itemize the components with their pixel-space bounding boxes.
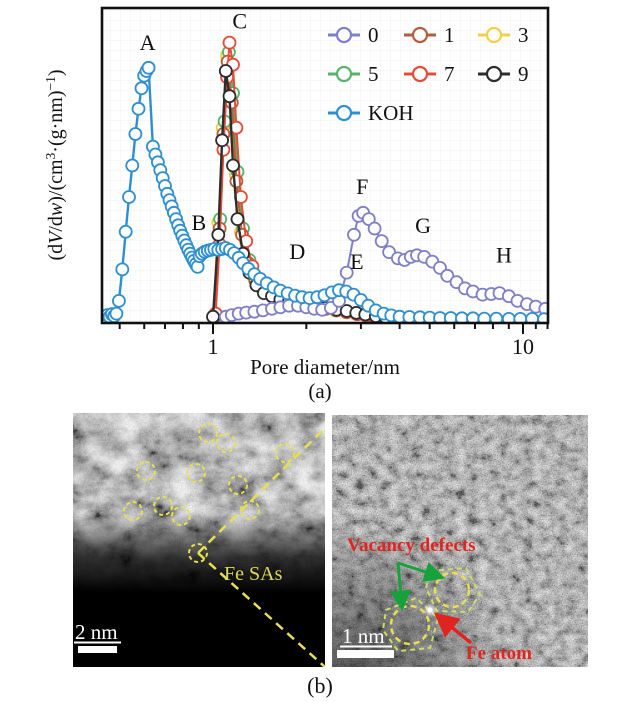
scale-bar-right <box>337 650 394 658</box>
fe-single-atom-circle <box>240 500 260 520</box>
legend: 0 1 3 5 7 9 KOH <box>328 23 529 125</box>
series-group <box>102 35 548 323</box>
x-tick-label: 1 <box>208 334 219 359</box>
scale-bar-text-right: 1 nm <box>342 624 385 648</box>
fe-single-atom-circle <box>228 475 248 495</box>
fe-single-atom-circle <box>123 501 143 521</box>
vacancy-defect-circle <box>389 604 431 646</box>
scale-bar-left <box>78 646 117 653</box>
fe-single-atom-circle <box>275 443 295 463</box>
scale-bar-text-left: 2 nm <box>75 620 118 644</box>
fe-atom-bright-spot-core <box>427 607 433 613</box>
tem-right-image: Vacancy defects Fe atom 1 nm <box>332 415 588 667</box>
vacancy-defect-circle <box>433 571 471 609</box>
peak-label-A: A <box>140 30 156 55</box>
fe-single-atom-circle <box>188 543 208 563</box>
legend-item-3: 3 <box>478 23 529 47</box>
pore-size-distribution-chart: 1 10 0 1 3 5 7 9 KOH A B C D E F G H Pore diameter/nm (dV/… <box>43 6 550 379</box>
defect-region-outline <box>381 596 440 653</box>
panel-b-caption: (b) <box>307 673 333 698</box>
legend-item-0: 0 <box>328 23 379 47</box>
vacancy-arrow <box>390 562 411 612</box>
magnification-dashed-line <box>197 552 325 667</box>
fe-sa-annotations: Fe SAs 2 nm <box>74 423 325 667</box>
peak-label-G: G <box>415 213 431 238</box>
legend-label-0: 0 <box>368 23 379 47</box>
legend-label-KOH: KOH <box>368 101 414 125</box>
peak-label-D: D <box>289 239 305 264</box>
legend-label-3: 3 <box>518 23 529 47</box>
legend-label-9: 9 <box>518 62 529 86</box>
legend-item-7: 7 <box>404 62 455 86</box>
fe-atom-arrow <box>433 612 473 645</box>
series-0 <box>218 205 548 323</box>
legend-item-1: 1 <box>404 23 455 47</box>
legend-label-7: 7 <box>444 62 455 86</box>
panel-a-caption: (a) <box>308 379 332 403</box>
legend-label-5: 5 <box>368 62 379 86</box>
x-axis-title: Pore diameter/nm <box>250 355 400 379</box>
legend-label-1: 1 <box>444 23 455 47</box>
peak-label-C: C <box>232 8 247 33</box>
fe-single-atom-circle <box>171 506 191 526</box>
tem-left-image: Fe SAs 2 nm <box>73 413 325 667</box>
x-axis-ticks <box>118 323 549 334</box>
tem-left-vacuum-region <box>73 413 325 667</box>
vacancy-arrow <box>397 561 446 582</box>
fe-single-atom-circle <box>216 433 236 453</box>
fe-single-atom-circle <box>136 461 156 481</box>
legend-item-KOH: KOH <box>328 101 414 125</box>
fe-atom-label: Fe atom <box>466 643 532 664</box>
plot-border <box>100 6 550 325</box>
legend-item-5: 5 <box>328 62 379 86</box>
defect-region-outline <box>424 566 482 614</box>
tem-images-panel: Fe SAs 2 nm Vacancy defects Fe atom 1 nm <box>73 413 588 667</box>
y-axis-title: (dV/dw)/(cm3·(g·nm)−1) <box>43 69 67 260</box>
legend-item-9: 9 <box>478 62 529 86</box>
peak-label-E: E <box>350 249 363 274</box>
x-tick-label: 10 <box>512 334 534 359</box>
peak-label-F: F <box>356 174 368 199</box>
fe-single-atom-circle <box>198 423 218 443</box>
plot-grid <box>102 8 548 323</box>
peak-label-B: B <box>191 210 206 235</box>
vacancy-defect-annotations: Vacancy defects Fe atom 1 nm <box>337 535 532 664</box>
fe-single-atom-circle <box>153 496 173 516</box>
fe-sas-label: Fe SAs <box>224 563 283 585</box>
series-KOH <box>102 60 548 323</box>
peak-label-H: H <box>496 243 512 268</box>
vacancy-defects-label: Vacancy defects <box>347 535 476 556</box>
fe-single-atom-circle <box>186 463 206 483</box>
